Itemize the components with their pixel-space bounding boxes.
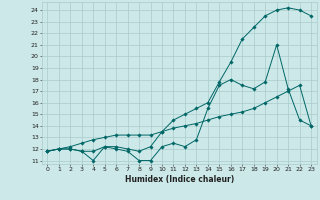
X-axis label: Humidex (Indice chaleur): Humidex (Indice chaleur) [124,175,234,184]
